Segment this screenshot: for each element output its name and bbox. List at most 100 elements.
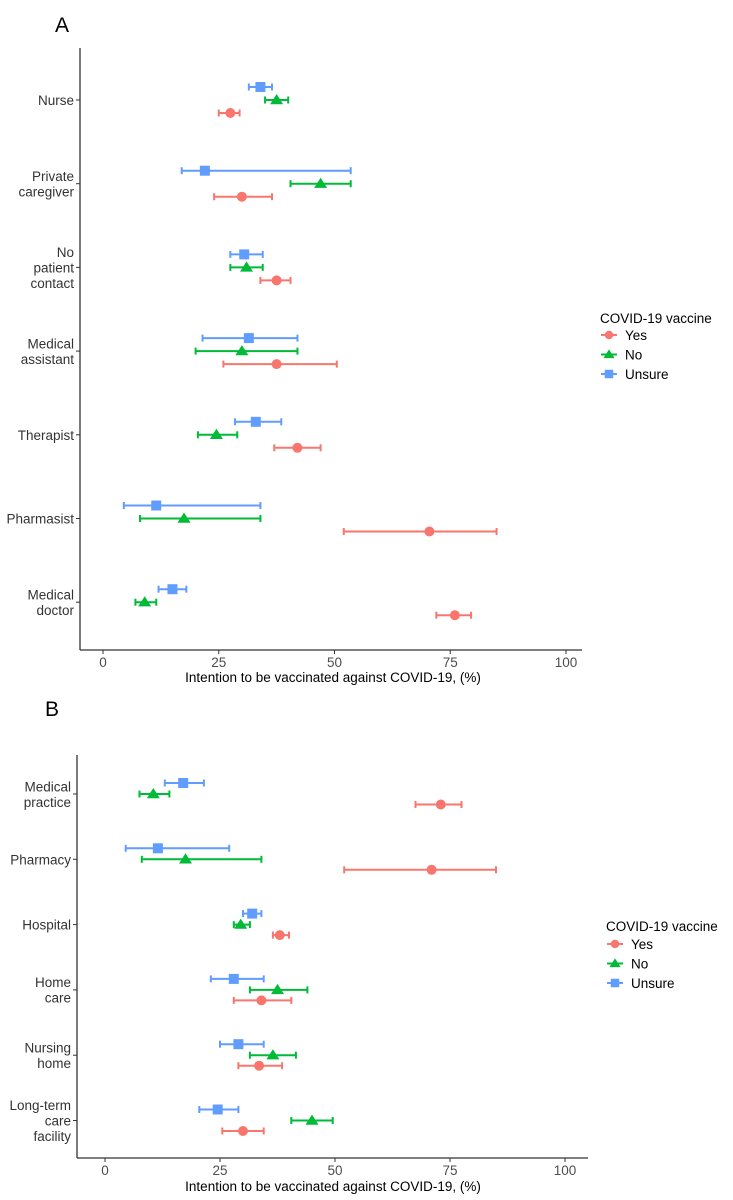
legend-title: COVID-19 vaccine: [600, 311, 712, 326]
marker-square: [152, 843, 163, 854]
marker-circle: [271, 359, 282, 370]
legend-item-yes: Yes: [607, 937, 653, 952]
panel-label: B: [45, 698, 59, 721]
legend: COVID-19 vaccine Yes No Unsure: [600, 311, 712, 382]
data-point-unsure: [198, 1104, 240, 1115]
data-point-yes: [271, 930, 290, 941]
marker-square: [247, 908, 258, 919]
marker-triangle: [209, 428, 223, 439]
marker-circle: [449, 610, 460, 621]
x-tick-label: 50: [327, 1163, 342, 1178]
data-point-unsure: [163, 778, 205, 788]
legend-label: No: [631, 957, 648, 972]
x-tick-label: 0: [101, 1163, 109, 1178]
data-point-unsure: [247, 82, 273, 92]
marker-triangle: [609, 958, 621, 968]
marker-square: [199, 165, 210, 176]
marker-triangle: [270, 94, 284, 105]
data-point-yes: [343, 864, 497, 875]
data-point-yes: [222, 359, 338, 370]
marker-circle: [236, 191, 247, 202]
x-tick-label: 25: [212, 1163, 227, 1178]
legend-item-unsure: Unsure: [601, 367, 669, 382]
x-tick-label: 25: [211, 655, 226, 670]
panel-b: B 0 25 50 75 100 Medical practice Pharmacy Hospi…: [9, 698, 717, 1194]
marker-triangle: [177, 512, 191, 523]
data-point-yes: [232, 995, 293, 1006]
marker-triangle: [235, 345, 249, 356]
legend-label: Yes: [625, 328, 647, 343]
legend-label: No: [625, 348, 642, 363]
x-axis-title: Intention to be vaccinated against COVID…: [185, 1179, 481, 1194]
x-tick-label: 0: [99, 655, 107, 670]
legend-item-no: No: [607, 957, 648, 972]
y-tick-label: Therapist: [18, 428, 75, 443]
marker-square: [212, 1104, 223, 1115]
y-tick-label: Pharmasist: [6, 512, 74, 527]
data-point-yes: [259, 275, 292, 286]
data-point-no: [134, 596, 158, 607]
y-tick-label: Pharmacy: [10, 852, 71, 867]
marker-square: [243, 333, 254, 344]
data-point-no: [264, 94, 290, 105]
marker-circle: [424, 526, 435, 537]
legend: COVID-19 vaccine Yes No Unsure: [606, 919, 718, 991]
y-tick-label: Long-term care facility: [9, 1098, 71, 1144]
marker-triangle: [271, 983, 284, 995]
data-point-unsure: [201, 333, 299, 344]
y-tick-label: Private caregiver: [18, 169, 74, 200]
legend-label: Yes: [631, 937, 653, 952]
marker-circle: [254, 1060, 265, 1071]
marker-circle: [426, 864, 437, 875]
x-tick-label: 100: [555, 655, 578, 670]
marker-circle: [238, 1126, 248, 1136]
marker-triangle: [314, 177, 328, 188]
marker-square: [239, 249, 250, 260]
data-point-unsure: [219, 1039, 265, 1050]
panel-a: A 0 25 50 75 100 Nurse Private caregiver No patie…: [6, 14, 711, 685]
y-tick-label: No patient contact: [30, 245, 74, 291]
marker-square: [151, 500, 162, 511]
data-point-no: [196, 428, 239, 439]
marker-square: [255, 82, 266, 92]
data-point-unsure: [180, 165, 352, 176]
data-point-yes: [221, 1126, 265, 1136]
x-tick-label: 50: [327, 655, 342, 670]
data-point-no: [139, 512, 262, 523]
data-point-yes: [342, 526, 498, 537]
data-point-no: [229, 261, 264, 272]
data-point-unsure: [242, 908, 263, 919]
marker-square: [233, 1039, 244, 1050]
data-point-yes: [414, 799, 463, 810]
marker-circle: [604, 330, 614, 340]
legend-item-no: No: [601, 348, 642, 363]
x-tick-label: 100: [554, 1163, 577, 1178]
plot-area: 0 25 50 75 100 Nurse Private caregiver No patient…: [6, 48, 582, 670]
marker-circle: [610, 939, 620, 949]
marker-square: [610, 978, 620, 988]
x-axis-title: Intention to be vaccinated against COVID…: [185, 670, 481, 685]
data-point-yes: [213, 191, 273, 202]
plot-area: 0 25 50 75 100 Medical practice Pharmacy Hospita…: [9, 755, 588, 1178]
data-point-no: [140, 853, 263, 864]
data-point-no: [232, 918, 251, 929]
marker-square: [178, 778, 189, 788]
data-point-yes: [435, 610, 473, 621]
y-tick-label: Home care: [35, 975, 71, 1006]
marker-triangle: [138, 596, 152, 607]
marker-circle: [274, 930, 285, 941]
panel-label: A: [55, 14, 69, 37]
legend-item-yes: Yes: [601, 328, 647, 343]
marker-triangle: [146, 788, 160, 799]
y-tick-label: Nursing home: [24, 1040, 71, 1071]
marker-triangle: [240, 261, 254, 272]
data-point-unsure: [122, 500, 262, 511]
legend-item-unsure: Unsure: [607, 976, 675, 991]
marker-triangle: [603, 349, 615, 359]
y-tick-label: Medical doctor: [27, 587, 74, 618]
marker-triangle: [305, 1114, 319, 1125]
marker-triangle: [234, 918, 248, 929]
data-point-yes: [237, 1060, 284, 1071]
legend-title: COVID-19 vaccine: [606, 919, 718, 934]
